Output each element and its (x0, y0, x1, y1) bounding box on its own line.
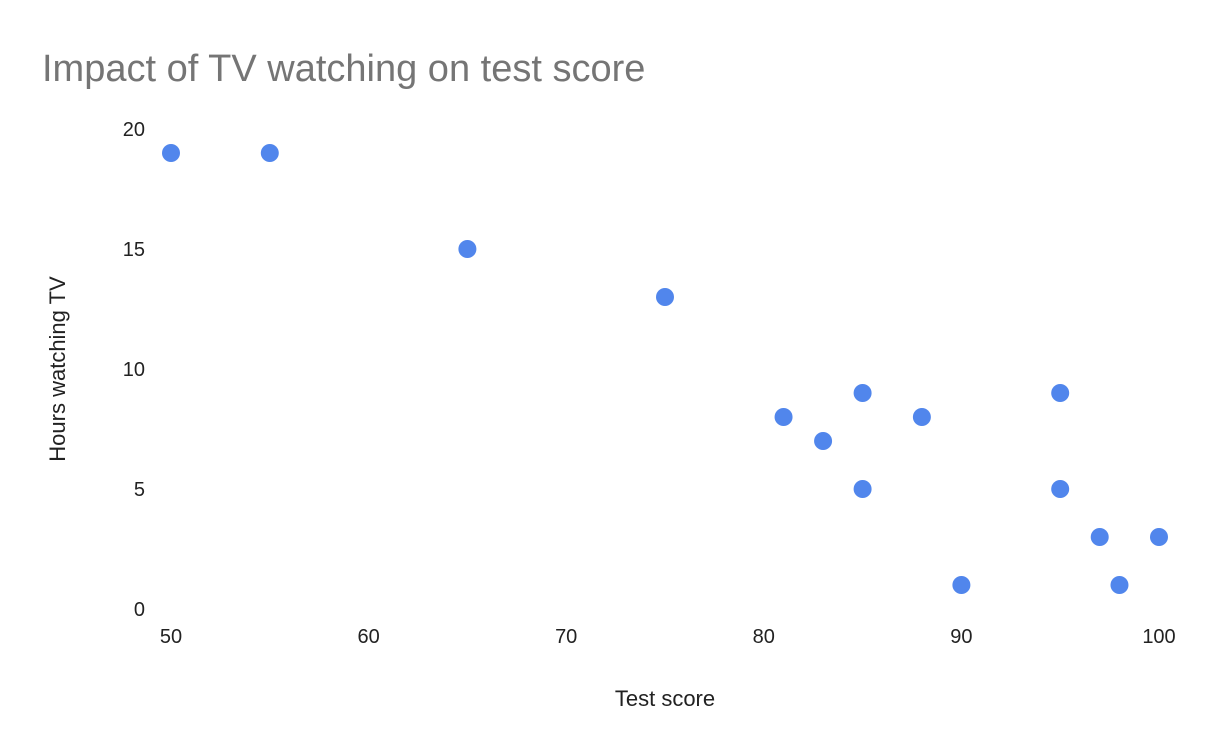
y-tick-label: 15 (123, 239, 145, 261)
y-axis-label: Hours watching TV (45, 276, 70, 462)
x-tick-label: 100 (1142, 626, 1175, 648)
scatter-point (853, 480, 872, 498)
x-axis-label: Test score (615, 686, 715, 711)
scatter-point (1051, 480, 1070, 498)
y-tick-label: 5 (134, 479, 145, 501)
scatter-point (162, 144, 180, 162)
scatter-point (458, 240, 477, 258)
y-axis-ticks: 0 5 10 15 20 (123, 119, 145, 621)
x-axis-ticks: 50 60 70 80 90 100 (160, 626, 1176, 648)
y-tick-label: 20 (123, 119, 145, 141)
scatter-point (1150, 528, 1168, 546)
scatter-point (814, 432, 833, 450)
scatter-point (1090, 528, 1109, 546)
scatter-point (1051, 384, 1070, 402)
x-tick-label: 80 (753, 626, 775, 648)
x-tick-label: 70 (555, 626, 577, 648)
scatter-point (952, 576, 971, 594)
x-tick-label: 60 (357, 626, 379, 648)
scatter-point (1110, 576, 1129, 594)
scatter-point (853, 384, 872, 402)
chart-title: Impact of TV watching on test score (42, 48, 645, 90)
scatter-point (774, 408, 793, 426)
x-tick-label: 90 (950, 626, 972, 648)
scatter-point (656, 288, 674, 306)
scatter-point (260, 144, 279, 162)
data-points (162, 144, 1168, 594)
y-tick-label: 0 (134, 599, 145, 621)
y-tick-label: 10 (123, 359, 145, 381)
x-tick-label: 50 (160, 626, 182, 648)
scatter-point (912, 408, 931, 426)
